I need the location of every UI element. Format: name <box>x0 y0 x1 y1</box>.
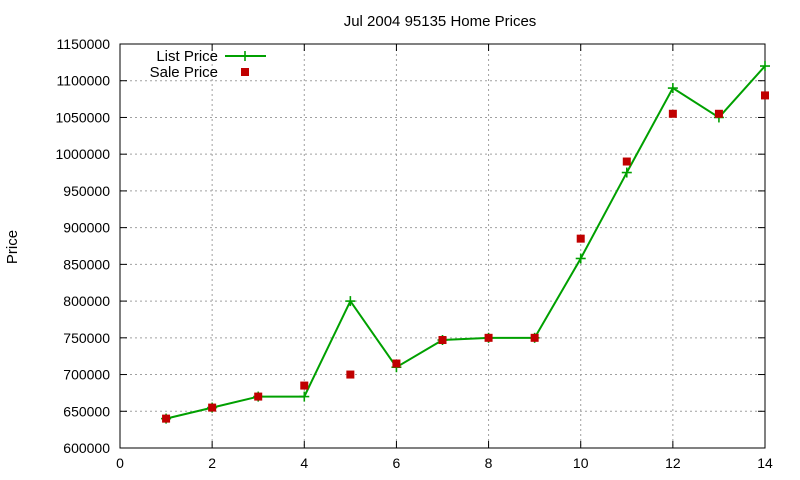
data-point <box>667 83 678 94</box>
x-tick-label: 4 <box>300 455 308 471</box>
data-point <box>162 414 171 423</box>
data-point <box>761 91 769 100</box>
data-point <box>345 296 356 307</box>
data-point <box>530 333 539 342</box>
data-point <box>575 253 586 264</box>
data-point <box>576 234 585 243</box>
data-point <box>484 333 493 342</box>
x-tick-label: 12 <box>665 455 681 471</box>
y-tick-label: 1150000 <box>57 36 111 52</box>
data-point <box>299 391 310 402</box>
series <box>161 61 770 424</box>
grid <box>120 44 765 448</box>
series-list-price <box>161 61 770 424</box>
y-axis-label: Price <box>4 230 21 264</box>
series-line <box>165 65 766 420</box>
y-tick-label: 750000 <box>63 330 110 346</box>
y-tick-label: 600000 <box>63 440 110 456</box>
data-point <box>254 392 263 401</box>
data-point <box>714 109 723 118</box>
data-point <box>346 370 355 379</box>
y-tick-label: 650000 <box>63 403 110 419</box>
y-tick-label: 850000 <box>63 256 110 272</box>
x-tick-label: 8 <box>485 455 493 471</box>
x-tick-label: 2 <box>208 455 216 471</box>
tick-labels: 600000 650000 700000 750000 800000 850000 9000… <box>55 36 773 471</box>
chart-title: Jul 2004 95135 Home Prices <box>344 13 537 30</box>
x-tick-label: 10 <box>573 455 589 471</box>
axis-ticks <box>119 43 766 449</box>
legend-label: Sale Price <box>150 64 218 81</box>
y-tick-label: 900000 <box>63 220 110 236</box>
y-tick-label: 950000 <box>63 183 110 199</box>
data-point <box>668 109 677 118</box>
data-point <box>760 61 770 72</box>
y-tick-label: 800000 <box>63 293 110 309</box>
plot-frame <box>119 43 766 449</box>
y-tick-label: 1000000 <box>55 146 110 162</box>
y-tick-label: 1050000 <box>55 109 110 125</box>
legend-marker <box>241 68 249 76</box>
legend-label: List Price <box>156 48 218 65</box>
data-point <box>621 167 632 178</box>
data-point <box>438 336 447 345</box>
data-point <box>208 403 217 412</box>
series-sale-price <box>162 91 769 423</box>
y-tick-label: 700000 <box>63 367 110 383</box>
x-tick-label: 6 <box>393 455 401 471</box>
x-tick-label: 0 <box>116 455 124 471</box>
legend-marker <box>240 51 250 61</box>
data-point <box>300 381 309 390</box>
data-point <box>392 359 401 368</box>
x-tick-label: 14 <box>757 455 773 471</box>
y-tick-label: 1100000 <box>57 73 111 89</box>
data-point <box>622 157 631 166</box>
